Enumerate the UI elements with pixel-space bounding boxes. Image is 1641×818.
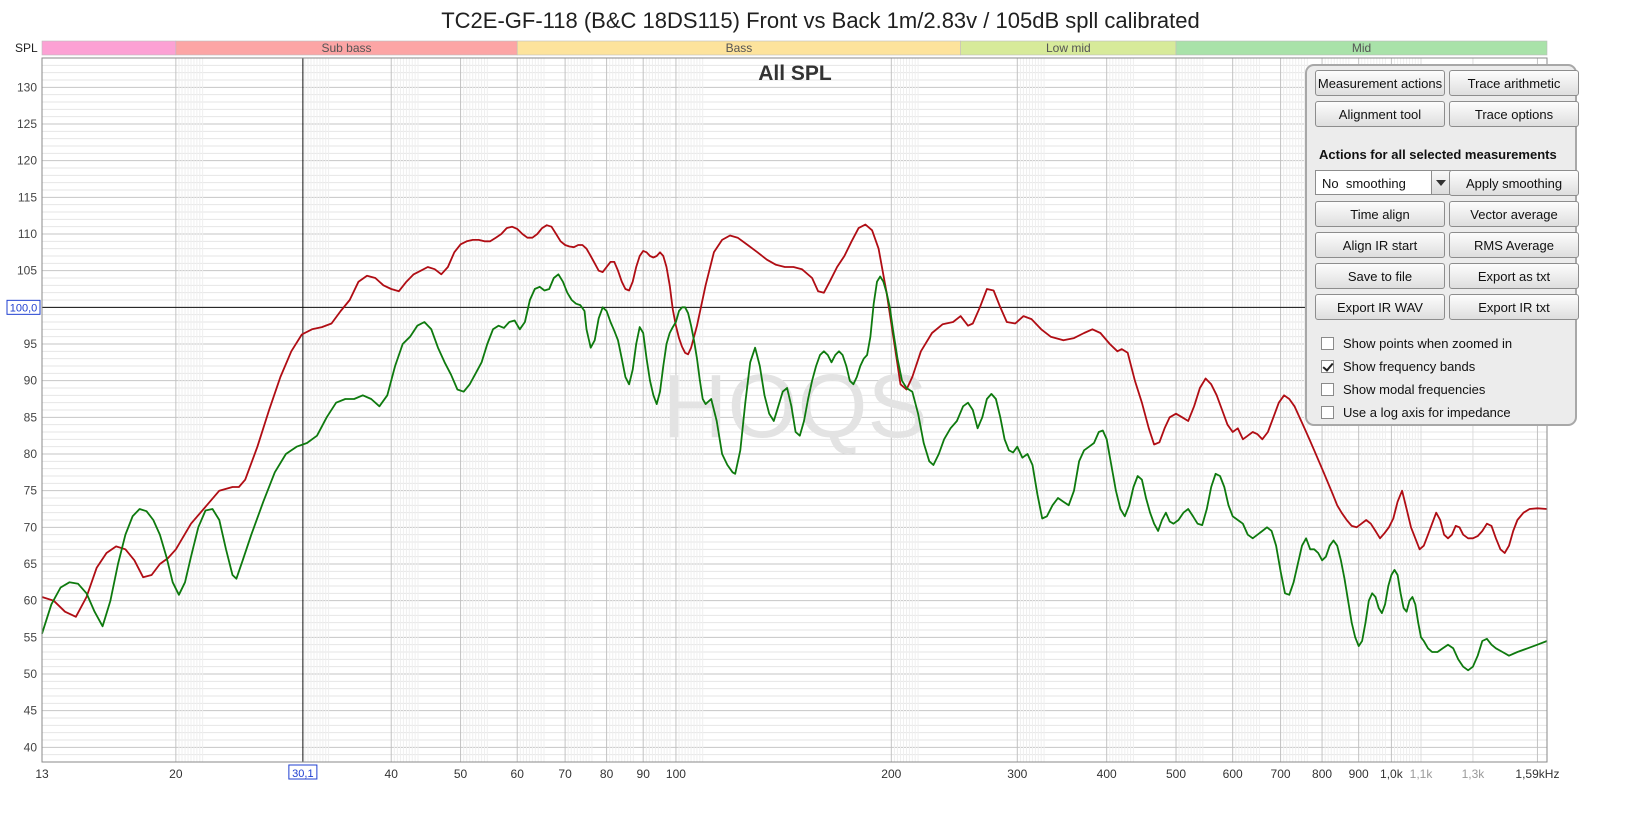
x-tick-label: 1,0k bbox=[1380, 767, 1404, 781]
export-ir-wav-button[interactable]: Export IR WAV bbox=[1315, 294, 1445, 320]
x-tick-label: 900 bbox=[1349, 767, 1369, 781]
cursor-y-readout-box bbox=[6, 299, 41, 315]
window-title: TC2E-GF-118 (B&C 18DS115) Front vs Back … bbox=[441, 8, 1200, 33]
checkbox[interactable] bbox=[1321, 336, 1334, 350]
control-panel: Measurement actions Trace arithmetic Ali… bbox=[1305, 64, 1579, 426]
band-label: Low mid bbox=[1046, 41, 1091, 55]
export-ir-txt-button[interactable]: Export IR txt bbox=[1449, 294, 1579, 320]
band-label: Mid bbox=[1352, 41, 1371, 55]
trace-options-button[interactable]: Trace options bbox=[1449, 101, 1579, 127]
alignment-tool-button[interactable]: Alignment tool bbox=[1315, 101, 1445, 127]
y-tick-label: 65 bbox=[24, 557, 38, 571]
y-tick-label: 105 bbox=[17, 264, 37, 278]
measurement-actions-button[interactable]: Measurement actions bbox=[1315, 70, 1445, 96]
rms-average-button[interactable]: RMS Average bbox=[1449, 232, 1579, 258]
option-show-modal-frequencies[interactable]: Show modal frequencies bbox=[1321, 380, 1485, 398]
chevron-down-icon[interactable] bbox=[1431, 171, 1450, 194]
checkbox[interactable] bbox=[1321, 359, 1334, 373]
apply-smoothing-button[interactable]: Apply smoothing bbox=[1449, 170, 1579, 196]
option-label: Show frequency bands bbox=[1343, 358, 1476, 374]
frequency-bands: Sub bass Bass Low mid Mid bbox=[41, 40, 1548, 56]
y-tick-label: 55 bbox=[24, 630, 38, 644]
y-axis-ticks: 40 45 50 55 60 65 70 75 80 85 90 95 105 110 115 120 125 1… bbox=[17, 80, 37, 754]
x-tick-label: 20 bbox=[169, 767, 183, 781]
y-tick-label: 60 bbox=[24, 594, 38, 608]
series-line-2 bbox=[41, 273, 1548, 672]
y-tick-label: 110 bbox=[18, 227, 37, 241]
y-tick-label: 45 bbox=[24, 704, 38, 718]
x-tick-label: 1,59kHz bbox=[1515, 767, 1559, 781]
y-tick-label: 125 bbox=[17, 117, 37, 131]
time-align-button[interactable]: Time align bbox=[1315, 201, 1445, 227]
x-tick-label: 1,1k bbox=[1410, 767, 1434, 781]
y-tick-label: 70 bbox=[24, 520, 38, 534]
y-tick-label: 80 bbox=[24, 447, 38, 461]
align-ir-start-button[interactable]: Align IR start bbox=[1315, 232, 1445, 258]
cursor-x-readout-box bbox=[288, 764, 318, 780]
x-tick-label: 50 bbox=[454, 767, 468, 781]
x-tick-label: 800 bbox=[1312, 767, 1332, 781]
y-tick-label: 115 bbox=[18, 190, 37, 204]
y-tick-label: 40 bbox=[24, 740, 38, 754]
x-tick-label: 13 bbox=[35, 767, 49, 781]
band-mid bbox=[1175, 40, 1548, 56]
smoothing-value: No smoothing bbox=[1322, 176, 1406, 191]
option-show-frequency-bands[interactable]: Show frequency bands bbox=[1321, 357, 1475, 375]
save-to-file-button[interactable]: Save to file bbox=[1315, 263, 1445, 289]
x-tick-label: 90 bbox=[637, 767, 651, 781]
band-infra bbox=[41, 40, 177, 56]
y-tick-label: 85 bbox=[24, 410, 38, 424]
band-label: Sub bass bbox=[322, 41, 372, 55]
y-tick-label: 50 bbox=[24, 667, 38, 681]
option-show-points[interactable]: Show points when zoomed in bbox=[1321, 334, 1512, 352]
chart-title: All SPL bbox=[758, 62, 832, 85]
x-tick-label: 100 bbox=[666, 767, 686, 781]
cursor-y-readout: 100,0 bbox=[10, 302, 38, 314]
x-tick-label: 1,3k bbox=[1462, 767, 1486, 781]
option-label: Show points when zoomed in bbox=[1343, 335, 1513, 351]
x-tick-label: 400 bbox=[1097, 767, 1117, 781]
actions-heading: Actions for all selected measurements bbox=[1319, 147, 1557, 162]
y-tick-label: 130 bbox=[17, 80, 37, 94]
x-tick-label: 300 bbox=[1007, 767, 1027, 781]
checkbox[interactable] bbox=[1321, 382, 1334, 396]
option-label: Use a log axis for impedance bbox=[1343, 404, 1511, 420]
band-label: Bass bbox=[726, 41, 753, 55]
smoothing-select[interactable]: No smoothing bbox=[1315, 170, 1451, 195]
x-tick-label: 80 bbox=[600, 767, 614, 781]
option-log-axis-impedance[interactable]: Use a log axis for impedance bbox=[1321, 403, 1511, 421]
x-tick-label: 500 bbox=[1166, 767, 1186, 781]
y-tick-label: 95 bbox=[24, 337, 38, 351]
x-tick-label: 600 bbox=[1223, 767, 1243, 781]
x-tick-label: 70 bbox=[558, 767, 572, 781]
export-as-txt-button[interactable]: Export as txt bbox=[1449, 263, 1579, 289]
y-tick-label: 75 bbox=[24, 484, 38, 498]
x-tick-label: 60 bbox=[511, 767, 525, 781]
option-label: Show modal frequencies bbox=[1343, 381, 1486, 397]
x-tick-label: 200 bbox=[881, 767, 901, 781]
cursor-x-readout: 30,1 bbox=[292, 768, 313, 780]
x-axis-ticks: 13 20 40 50 60 70 80 90 100 200 300 400 500 600 700 800… bbox=[35, 767, 1559, 781]
trace-arithmetic-button[interactable]: Trace arithmetic bbox=[1449, 70, 1579, 96]
watermark: HOQS bbox=[662, 357, 927, 457]
x-tick-label: 700 bbox=[1271, 767, 1291, 781]
y-axis-label: SPL bbox=[15, 41, 38, 55]
x-tick-label: 40 bbox=[385, 767, 399, 781]
y-tick-label: 90 bbox=[24, 374, 38, 388]
series-line-1 bbox=[41, 223, 1548, 618]
vector-average-button[interactable]: Vector average bbox=[1449, 201, 1579, 227]
y-tick-label: 120 bbox=[17, 154, 37, 168]
checkbox[interactable] bbox=[1321, 405, 1334, 419]
